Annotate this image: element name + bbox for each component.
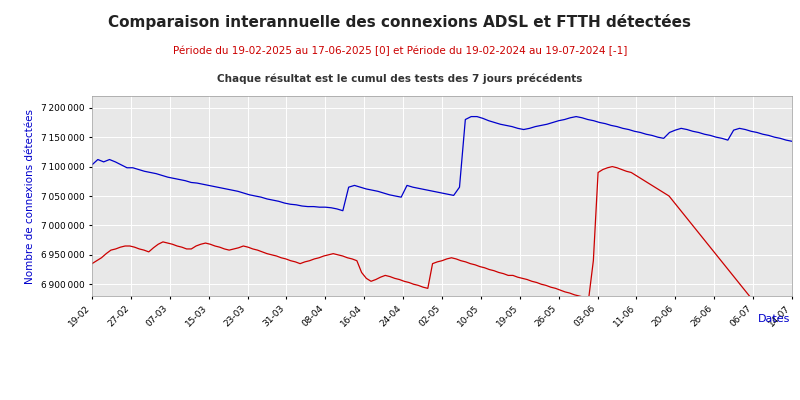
Text: Période du 19-02-2025 au 17-06-2025 [0] et Période du 19-02-2024 au 19-07-2024 [: Période du 19-02-2025 au 17-06-2025 [0] … <box>173 46 627 56</box>
Text: Comparaison interannuelle des connexions ADSL et FTTH détectées: Comparaison interannuelle des connexions… <box>109 14 691 30</box>
Text: Dates: Dates <box>758 314 790 324</box>
Text: Chaque résultat est le cumul des tests des 7 jours précédents: Chaque résultat est le cumul des tests d… <box>218 74 582 84</box>
Y-axis label: Nombre de connexions détectées: Nombre de connexions détectées <box>25 108 35 284</box>
